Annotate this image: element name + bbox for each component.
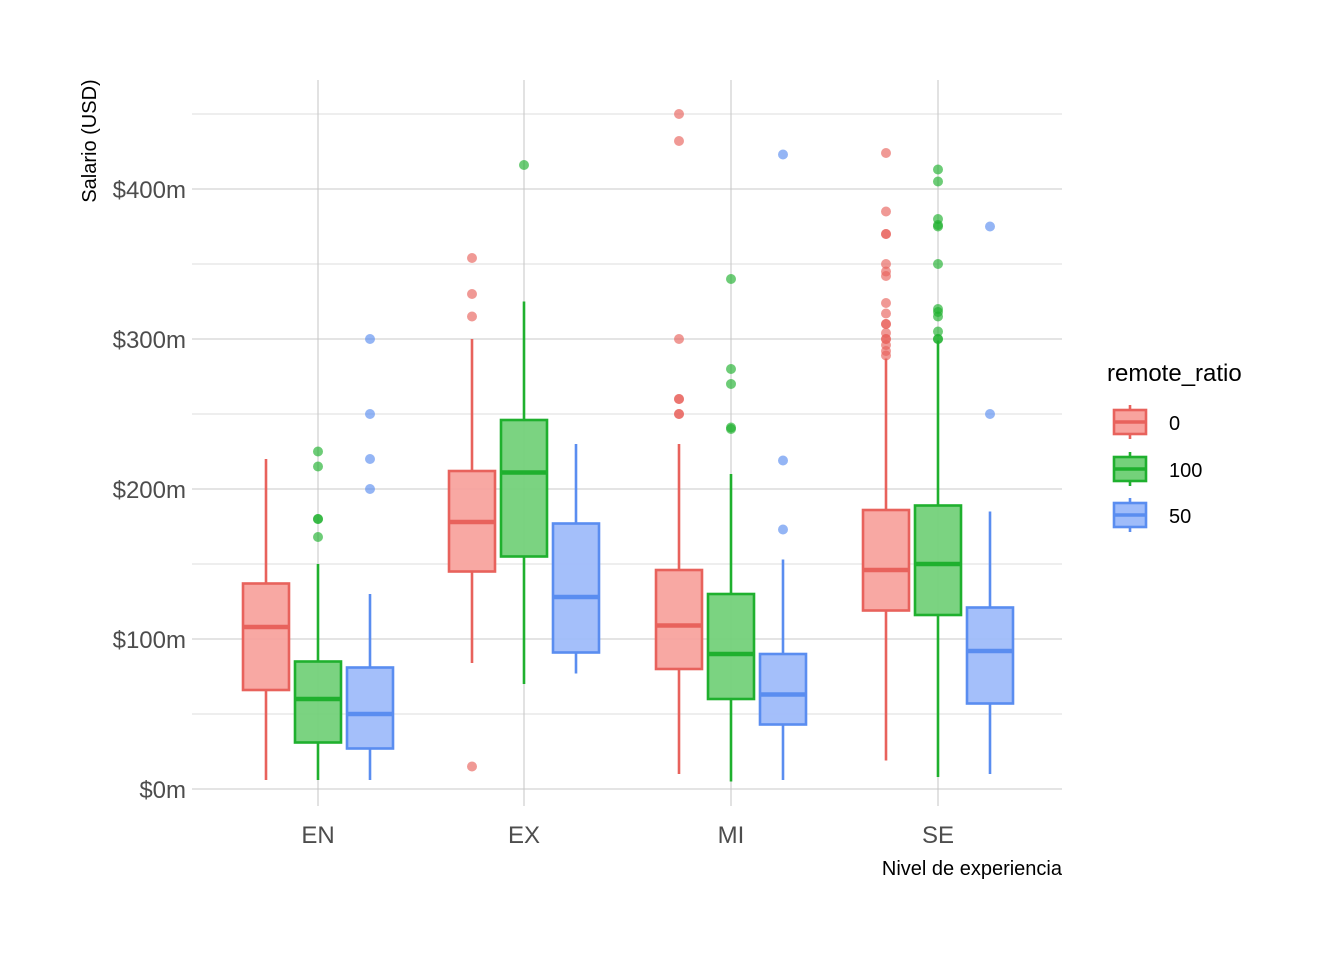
outlier-point [726, 274, 736, 284]
outlier-point [881, 319, 891, 329]
plot-area [241, 109, 1015, 782]
box-50-EN [345, 334, 395, 780]
outlier-point [881, 259, 891, 269]
box-iqr [861, 508, 911, 612]
y-axis-label: Salario (USD) [79, 79, 101, 202]
x-axis-ticks: EN EX MI SE [301, 822, 954, 849]
outlier-point [674, 394, 684, 404]
outlier-point [365, 409, 375, 419]
box-iqr [965, 606, 1015, 705]
outlier-point [467, 311, 477, 322]
box-50-EX [551, 444, 601, 674]
outlier-point [674, 409, 684, 419]
x-tick-label: SE [922, 822, 954, 849]
outlier-point [467, 289, 477, 299]
outlier-point [778, 455, 788, 466]
box-iqr [241, 582, 291, 692]
outlier-point [313, 461, 323, 472]
box-0-MI [654, 109, 704, 774]
box-100-MI [706, 274, 756, 782]
outlier-point [365, 454, 375, 464]
legend-item-50: 50 [1112, 498, 1191, 532]
box-50-SE [965, 221, 1015, 774]
box-iqr [654, 568, 704, 671]
outlier-point [674, 136, 684, 146]
outlier-point [933, 176, 943, 187]
box-0-EX [447, 253, 497, 772]
box-iqr [345, 666, 395, 750]
outlier-point [365, 484, 375, 494]
legend-label: 50 [1169, 506, 1191, 528]
outlier-point [313, 446, 323, 457]
x-tick-label: EX [508, 822, 540, 849]
outlier-point [467, 761, 477, 772]
y-tick-label: $100m [113, 627, 186, 654]
x-tick-label: EN [301, 822, 334, 849]
legend-label: 0 [1169, 413, 1180, 435]
y-tick-label: $0m [139, 777, 186, 804]
outlier-point [674, 109, 684, 119]
y-tick-label: $300m [113, 327, 186, 354]
outlier-point [674, 334, 684, 344]
y-axis-ticks: $0m $100m $200m $300m $400m [113, 177, 186, 804]
box-100-SE [913, 164, 963, 777]
legend-label: 100 [1169, 460, 1202, 482]
outlier-point [313, 514, 323, 524]
x-tick-label: MI [718, 822, 745, 849]
outlier-point [726, 422, 736, 433]
outlier-point [881, 148, 891, 158]
box-iqr [706, 592, 756, 701]
box-iqr [499, 418, 549, 558]
outlier-point [881, 308, 891, 319]
box-0-SE [861, 148, 911, 761]
outlier-point [933, 164, 943, 175]
outlier-point [881, 266, 891, 277]
outlier-point [933, 326, 943, 337]
outlier-point [881, 298, 891, 308]
outlier-point [933, 334, 943, 344]
legend: remote_ratio 0 100 50 [1107, 360, 1242, 532]
outlier-point [778, 149, 788, 160]
outlier-point [933, 259, 943, 269]
outlier-point [726, 364, 736, 374]
y-tick-label: $400m [113, 177, 186, 204]
y-tick-label: $200m [113, 477, 186, 504]
box-100-EN [293, 446, 343, 780]
outlier-point [467, 253, 477, 263]
outlier-point [726, 379, 736, 389]
outlier-point [933, 214, 943, 224]
box-iqr [913, 504, 963, 617]
legend-title: remote_ratio [1107, 360, 1242, 387]
outlier-point [881, 206, 891, 217]
outlier-point [365, 334, 375, 344]
legend-item-100: 100 [1112, 452, 1202, 486]
x-axis-label: Nivel de experiencia [882, 858, 1063, 880]
box-0-EN [241, 459, 291, 780]
outlier-point [313, 532, 323, 542]
outlier-point [985, 409, 995, 419]
outlier-point [985, 221, 995, 232]
box-iqr [758, 652, 808, 726]
box-100-EX [499, 160, 549, 684]
outlier-point [519, 160, 529, 170]
outlier-point [933, 304, 943, 314]
outlier-point [778, 524, 788, 535]
outlier-point [881, 328, 891, 338]
legend-item-0: 0 [1112, 405, 1180, 439]
box-iqr [293, 660, 343, 744]
box-50-MI [758, 149, 808, 780]
outlier-point [881, 229, 891, 239]
box-iqr [551, 522, 601, 654]
